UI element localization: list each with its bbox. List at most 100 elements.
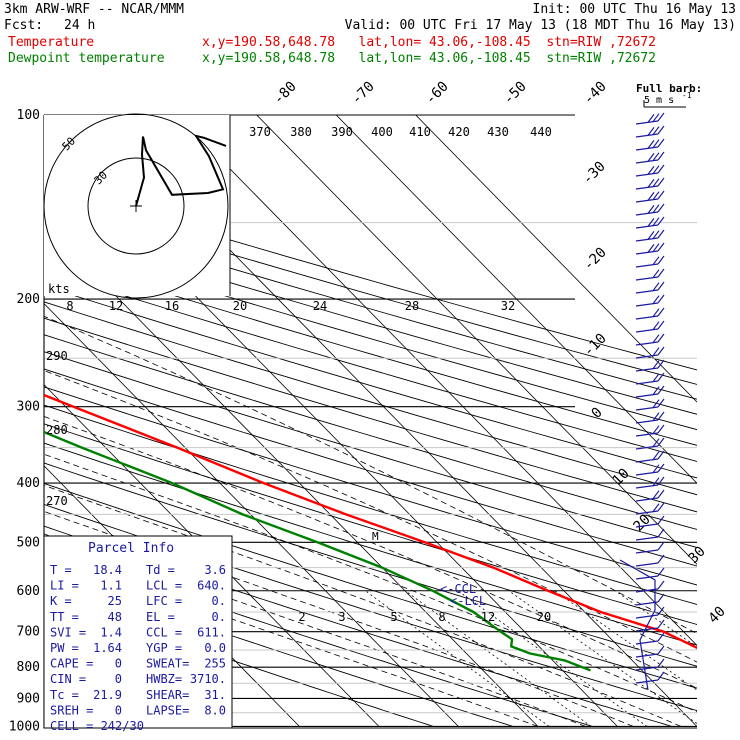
isotherm	[44, 221, 539, 727]
isotherm-label: -80	[271, 79, 300, 108]
wind-barb	[635, 424, 665, 437]
parcel-row-label: Tc =	[50, 688, 79, 702]
isotherm-label: -40	[581, 79, 610, 108]
mixing-ratio-label: 5	[390, 610, 397, 624]
wind-barb	[635, 320, 665, 333]
dewpoint-location: x,y=190.58,648.78 lat,lon= 43.06,-108.45…	[202, 51, 656, 66]
wind-barb-lower	[619, 559, 656, 691]
wind-barb	[635, 437, 665, 450]
hodograph-speed-label: 24	[313, 299, 327, 313]
wind-barb	[635, 606, 665, 619]
mixing-ratio-line	[508, 590, 697, 725]
parcel-row-value: 1.64	[93, 641, 122, 655]
parcel-row-value: 0	[115, 703, 122, 717]
temperature-location: x,y=190.58,648.78 lat,lon= 43.06,-108.45…	[202, 35, 656, 50]
hodograph-speed-label: 32	[501, 299, 515, 313]
theta-label: 380	[290, 125, 312, 139]
parcel-row-label: SREH =	[50, 703, 93, 717]
isotherm-label: -60	[423, 79, 452, 108]
isotherm	[335, 115, 697, 484]
valid-time: Valid: 00 UTC Fri 17 May 13 (18 MDT Thu …	[344, 18, 736, 33]
mixing-ratio-line	[614, 590, 697, 648]
barb-legend-exponent: -1	[682, 91, 692, 100]
wind-barb	[635, 554, 665, 567]
lcl-label: <-LCL	[450, 594, 486, 608]
parcel-row-value: 31.	[204, 688, 226, 702]
wind-barb	[635, 502, 665, 515]
pressure-tick-label: 500	[17, 535, 40, 550]
forecast-label: Fcst:	[4, 18, 44, 33]
wind-barb	[635, 385, 665, 398]
pressure-tick-label: 400	[17, 476, 40, 491]
pressure-tick-label: 1000	[9, 719, 40, 734]
mixing-ratio-line	[365, 590, 550, 727]
moist-adiabat	[44, 511, 634, 727]
parcel-row-label: LAPSE=	[146, 703, 189, 717]
parcel-row-label: PW =	[50, 641, 79, 655]
dewpoint-legend: Dewpoint temperature	[8, 51, 165, 66]
wind-barb	[635, 645, 665, 658]
temperature-legend: Temperature	[8, 35, 95, 50]
wind-barb	[635, 281, 665, 294]
wind-barb	[635, 658, 665, 671]
parcel-row-label: TT =	[50, 610, 79, 624]
parcel-row-value: 0.	[212, 594, 226, 608]
wind-barb	[635, 203, 665, 216]
parcel-row-value: 255	[204, 657, 226, 671]
parcel-row-value: 640.	[197, 579, 226, 593]
isotherm-label: -70	[349, 79, 378, 108]
hodograph-unit-label: kts	[48, 282, 70, 296]
parcel-row-label: HWBZ=	[146, 672, 182, 686]
parcel-row-label: SWEAT=	[146, 657, 189, 671]
isotherm	[256, 115, 697, 565]
wind-barb	[635, 177, 665, 190]
theta-label: 430	[487, 125, 509, 139]
parcel-row-label: EL =	[146, 610, 175, 624]
dewpoint-trace	[44, 430, 591, 672]
wind-barb	[635, 372, 665, 385]
wind-barb	[635, 307, 665, 320]
parcel-info-box	[43, 535, 233, 729]
wind-barb	[635, 619, 665, 632]
isotherm	[415, 115, 697, 403]
parcel-row-value: 21.9	[93, 688, 122, 702]
theta-label: 390	[331, 125, 353, 139]
pressure-tick-label: 700	[17, 625, 40, 640]
wind-barb	[635, 346, 665, 359]
wind-barb	[635, 450, 665, 463]
isotherm-label: -50	[501, 79, 530, 108]
barb-legend-title: Full barb:	[636, 82, 702, 95]
mixing-ratio-label: 3	[338, 610, 345, 624]
hodograph-speed-label: 12	[109, 299, 123, 313]
mixing-ratio-label: 20	[537, 610, 551, 624]
parcel-row-label: T =	[50, 563, 72, 577]
barb-legend-unit: 5 m s	[644, 95, 674, 106]
wind-barb	[635, 125, 665, 138]
wind-barb	[635, 333, 665, 346]
isotherm	[44, 384, 380, 727]
wind-barb	[635, 190, 665, 203]
parcel-row-value: 8.0	[204, 703, 226, 717]
parcel-row-value: 48	[108, 610, 122, 624]
wind-barb	[635, 112, 665, 125]
parcel-row-label: K =	[50, 594, 72, 608]
forecast-hour: 24 h	[64, 18, 96, 33]
wind-barb	[635, 489, 665, 502]
parcel-row-value: 18.4	[93, 563, 122, 577]
wind-barb	[635, 216, 665, 229]
parcel-row-label: SHEAR=	[146, 688, 189, 702]
pressure-tick-label: 800	[17, 660, 40, 675]
mixing-ratio-line	[457, 590, 648, 727]
wind-barb	[635, 632, 665, 645]
parcel-row-label: CCL =	[146, 625, 182, 639]
parcel-row-value: 3.6	[204, 563, 226, 577]
hodograph-speed-label: 28	[405, 299, 419, 313]
parcel-row-label: CAPE =	[50, 657, 93, 671]
hodograph-ring	[87, 157, 185, 255]
hodograph-speed-label: 20	[233, 299, 247, 313]
wind-barb	[635, 164, 665, 177]
temperature-trace	[44, 393, 697, 650]
pressure-tick-label: 100	[17, 108, 40, 123]
ccl-label: <-CCL	[440, 582, 476, 596]
